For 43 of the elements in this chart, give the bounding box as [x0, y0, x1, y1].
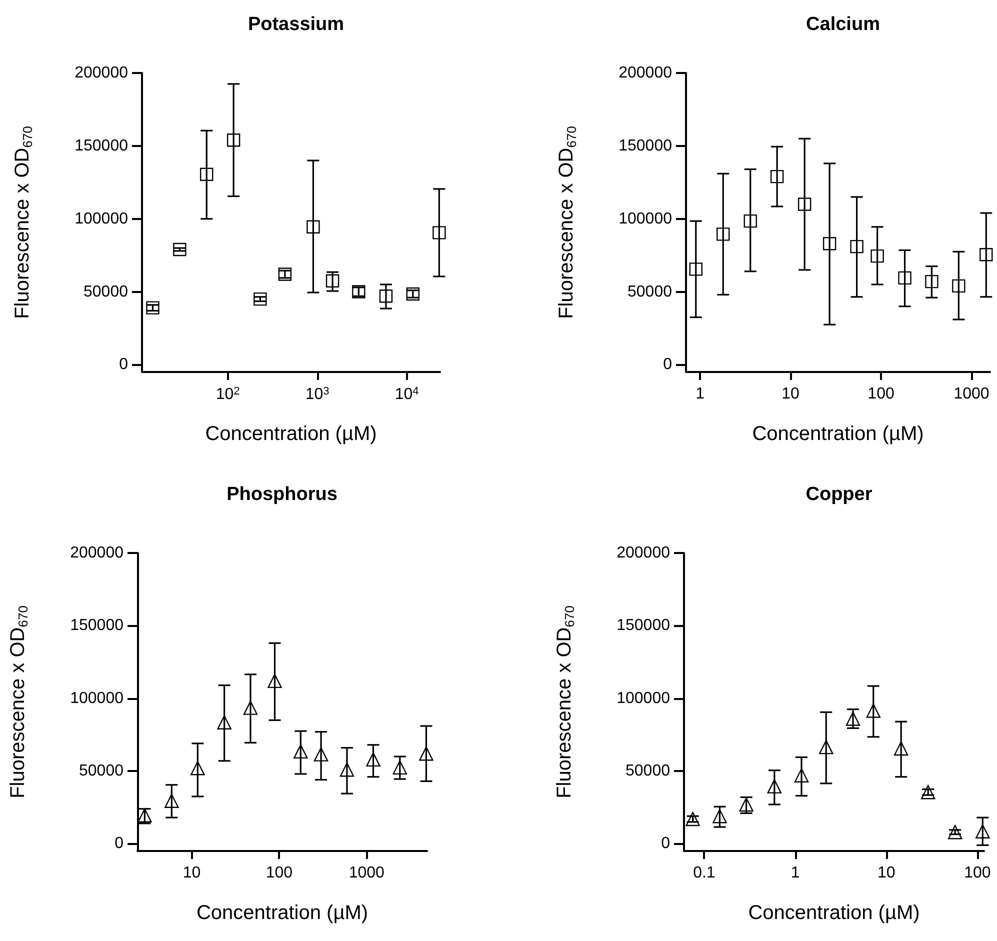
- y-tick-label: 150000: [618, 137, 672, 154]
- y-tick-label: 100000: [70, 690, 124, 707]
- x-tick-label: 100: [266, 864, 293, 882]
- y-tick-label: 0: [114, 835, 124, 852]
- y-tick-label: 200000: [74, 64, 128, 82]
- y-tick-label: 0: [661, 835, 670, 852]
- y-tick-label: 200000: [616, 544, 670, 562]
- chart-title: Copper: [806, 484, 873, 505]
- y-tick-label: 150000: [70, 617, 124, 634]
- chart-title: Calcium: [806, 14, 880, 35]
- x-tick-label: 100: [964, 864, 991, 882]
- chart-title: Phosphorus: [226, 484, 338, 505]
- y-axis-title: Fluorescence x OD670: [554, 606, 577, 798]
- y-tick-label: 0: [119, 356, 128, 374]
- x-tick-label: 1000: [954, 386, 990, 402]
- x-tick-label: 10: [782, 386, 800, 402]
- x-axis-title: Concentration (µM): [752, 423, 924, 445]
- x-tick-label: 1: [696, 386, 705, 402]
- x-tick-label: 10: [182, 864, 201, 882]
- x-tick-label: 1: [790, 864, 800, 882]
- y-tick-label: 100000: [618, 210, 672, 228]
- x-tick-label: 10: [877, 864, 896, 882]
- y-axis-title: Fluorescence x OD670: [7, 606, 30, 798]
- y-axis-title: Fluorescence x OD670: [556, 126, 579, 319]
- x-axis-title: Concentration (µM): [205, 423, 377, 445]
- x-axis-title: Concentration (µM): [196, 902, 368, 924]
- y-tick-label: 50000: [84, 283, 128, 300]
- y-tick-label: 150000: [616, 617, 670, 634]
- chart-title: Potassium: [248, 14, 344, 35]
- y-tick-label: 150000: [74, 137, 128, 154]
- y-tick-label: 200000: [70, 544, 124, 562]
- x-tick-label: 0.1: [693, 864, 716, 882]
- y-tick-label: 50000: [79, 762, 124, 780]
- y-tick-label: 0: [663, 356, 672, 374]
- y-tick-label: 50000: [628, 283, 672, 300]
- x-tick-label: 1000: [348, 864, 385, 882]
- y-tick-label: 100000: [74, 210, 128, 228]
- y-axis-title: Fluorescence x OD670: [12, 126, 35, 319]
- y-tick-label: 100000: [616, 690, 670, 707]
- y-tick-label: 50000: [626, 762, 670, 780]
- x-axis-title: Concentration (µM): [748, 902, 920, 924]
- x-tick-label: 100: [868, 386, 894, 402]
- y-tick-label: 200000: [618, 64, 672, 82]
